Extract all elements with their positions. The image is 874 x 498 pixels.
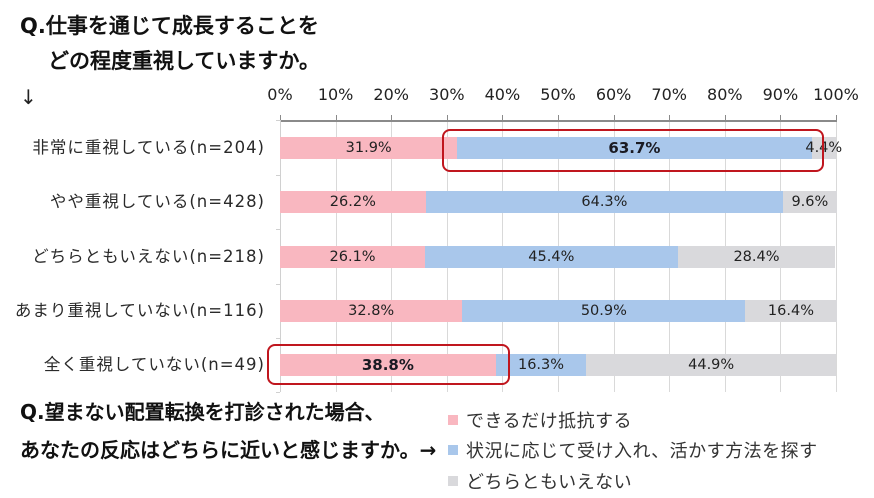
x-axis-tick-label: 100% bbox=[813, 85, 859, 104]
x-axis-tick-label: 60% bbox=[595, 85, 632, 104]
x-axis-tick-label: 50% bbox=[540, 85, 576, 104]
bar-value-label: 63.7% bbox=[608, 139, 661, 157]
axis-tick bbox=[335, 115, 337, 121]
axis-tick bbox=[836, 115, 837, 121]
axis-tick bbox=[280, 115, 281, 121]
legend-swatch-pink-icon bbox=[448, 415, 458, 425]
bar-segment: 64.3% bbox=[425, 191, 784, 213]
bar-segment: 38.8% bbox=[280, 354, 496, 376]
bar-value-label: 16.3% bbox=[517, 357, 565, 373]
axis-tick bbox=[613, 115, 615, 121]
row-label: どちらともいえない(n=218) bbox=[32, 247, 265, 266]
bar-segment: 32.8% bbox=[280, 300, 463, 322]
y-axis-tick bbox=[276, 229, 280, 230]
bar-value-label: 64.3% bbox=[581, 194, 628, 210]
bar-value-label: 44.9% bbox=[688, 357, 735, 373]
bar-segment: 28.4% bbox=[677, 246, 836, 268]
row-label: 非常に重視している(n=204) bbox=[32, 138, 265, 157]
bar-segment: 26.2% bbox=[280, 191, 426, 213]
x-axis-line bbox=[280, 120, 837, 122]
bar-value-label: 45.4% bbox=[528, 249, 575, 265]
bar-value-label: 9.6% bbox=[791, 194, 829, 210]
axis-tick bbox=[502, 115, 504, 121]
question-2-line-1: Q.望まない配置転換を打診された場合、 bbox=[20, 400, 385, 424]
axis-tick bbox=[724, 115, 726, 121]
axis-tick bbox=[669, 115, 671, 121]
bar-segment: 16.3% bbox=[495, 354, 587, 376]
legend-swatch-blue-icon bbox=[448, 445, 458, 455]
highlight-box-very-important-adapt bbox=[442, 129, 824, 172]
question-2-line-2: あなたの反応はどちらに近いと感じますか。→ bbox=[20, 438, 437, 462]
row-label: あまり重視していない(n=116) bbox=[14, 301, 265, 320]
bar-segment: 31.9% bbox=[280, 137, 458, 159]
x-axis-tick-label: 40% bbox=[484, 85, 521, 104]
bar-segment: 9.6% bbox=[783, 191, 837, 213]
question-1-line-2: どの程度重視していますか。 bbox=[48, 49, 320, 73]
bar-value-label: 28.4% bbox=[733, 249, 780, 265]
y-axis-tick bbox=[276, 175, 280, 176]
x-axis-tick-label: 70% bbox=[651, 85, 687, 104]
legend-item-adapt: 状況に応じて受け入れ、活かす方法を探す bbox=[448, 438, 818, 462]
bar-segment: 50.9% bbox=[462, 300, 746, 322]
bar-segment: 16.4% bbox=[745, 300, 837, 322]
bar-value-label: 38.8% bbox=[361, 356, 414, 374]
down-arrow-icon: ↓ bbox=[20, 85, 37, 109]
row-label: 全く重視していない(n=49) bbox=[43, 355, 265, 374]
x-axis-tick-label: 10% bbox=[317, 85, 354, 104]
row-label: やや重視している(n=428) bbox=[49, 192, 265, 211]
legend-label: できるだけ抵抗する bbox=[466, 411, 633, 432]
y-axis-tick bbox=[276, 120, 280, 121]
legend-item-resist: できるだけ抵抗する bbox=[448, 408, 632, 432]
bar-value-label: 26.2% bbox=[329, 194, 376, 210]
y-axis-tick bbox=[276, 338, 280, 339]
legend-label: 状況に応じて受け入れ、活かす方法を探す bbox=[466, 441, 818, 462]
axis-tick bbox=[558, 115, 559, 121]
bar-value-label: 16.4% bbox=[767, 303, 814, 319]
question-1-line-1: Q.仕事を通じて成長することを bbox=[20, 14, 319, 38]
legend-swatch-gray-icon bbox=[448, 476, 458, 486]
bar-segment: 26.1% bbox=[280, 246, 426, 268]
bar-segment: 63.7% bbox=[457, 137, 812, 159]
bar-value-label: 32.8% bbox=[348, 303, 395, 319]
x-axis-tick-label: 20% bbox=[373, 85, 409, 104]
gridline bbox=[836, 122, 837, 392]
x-axis-tick-label: 80% bbox=[707, 85, 743, 104]
bar-segment: 44.9% bbox=[586, 354, 836, 376]
axis-tick bbox=[780, 115, 782, 121]
bar-segment: 45.4% bbox=[425, 246, 678, 268]
legend-item-neutral: どちらともいえない bbox=[448, 469, 632, 493]
bar-value-label: 31.9% bbox=[345, 140, 392, 156]
y-axis-tick bbox=[276, 392, 280, 393]
bar-value-label: 26.1% bbox=[329, 249, 376, 265]
axis-tick bbox=[446, 115, 448, 121]
axis-tick bbox=[391, 115, 393, 121]
x-axis-tick-label: 0% bbox=[267, 85, 293, 104]
x-axis-tick-label: 30% bbox=[429, 85, 465, 104]
x-axis-tick-label: 90% bbox=[762, 85, 799, 104]
legend-label: どちらともいえない bbox=[466, 472, 633, 493]
y-axis-tick bbox=[276, 284, 280, 285]
highlight-box-not-at-all-resist bbox=[267, 344, 510, 385]
bar-value-label: 50.9% bbox=[580, 303, 627, 319]
